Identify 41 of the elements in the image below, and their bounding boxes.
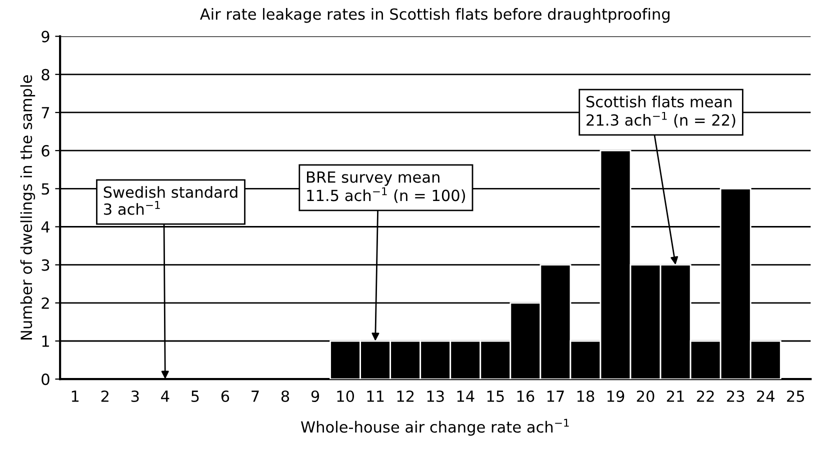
x-tick-label: 8 [281, 390, 290, 402]
annotation: Swedish standard 3 ach$^{−1}$ [104, 186, 238, 215]
x-tick-label: 22 [696, 390, 714, 402]
x-tick-label: 21 [666, 390, 684, 402]
x-tick-label: 14 [457, 390, 474, 402]
x-tick-label: 13 [427, 390, 444, 402]
x-tick-label: 19 [607, 390, 624, 402]
x-tick-label: 5 [192, 390, 199, 402]
x-tick-label: 11 [367, 390, 384, 402]
x-tick-label: 10 [337, 390, 354, 402]
y-tick-label: 9 [42, 30, 50, 42]
annotation: Scottish flats mean 21.3 ach$^{−1}$ (n = 22) [586, 96, 736, 128]
y-tick-label: 2 [42, 297, 49, 309]
x-axis-title: Whole-house air change rate ach$^{−1}$ [300, 418, 569, 436]
annotation: BRE survey mean 11.5 ach$^{−1}$ (n = 100) [307, 172, 465, 204]
x-tick-label: 7 [252, 390, 259, 402]
x-tick-label: 1 [72, 390, 79, 402]
y-tick-label: 8 [42, 68, 50, 80]
x-tick-label: 20 [636, 390, 654, 402]
x-tick-label: 25 [787, 390, 804, 402]
x-tick-label: 9 [311, 390, 320, 402]
x-tick-label: 16 [517, 390, 534, 402]
y-tick-label: 1 [42, 336, 49, 347]
x-tick-label: 23 [726, 390, 744, 402]
y-tick-label: 4 [41, 221, 50, 233]
y-axis-title: Number of dwellings in the sample [20, 75, 36, 340]
x-tick-label: 17 [547, 390, 564, 402]
y-tick-label: 0 [42, 374, 50, 386]
x-tick-label: 2 [101, 390, 108, 402]
x-tick-label: 3 [131, 390, 139, 402]
x-tick-label: 24 [757, 390, 774, 402]
y-tick-label: 6 [42, 145, 50, 157]
x-tick-label: 12 [397, 390, 414, 402]
y-tick-label: 3 [42, 259, 50, 271]
x-tick-label: 15 [487, 390, 504, 402]
y-tick-label: 7 [42, 107, 50, 118]
chart-title: Air rate leakage rates in Scottish flats before draughtproofing [200, 8, 670, 23]
x-tick-label: 6 [221, 390, 230, 402]
x-tick-label: 4 [161, 390, 170, 402]
x-tick-label: 18 [577, 390, 594, 402]
y-tick-label: 5 [42, 183, 50, 195]
